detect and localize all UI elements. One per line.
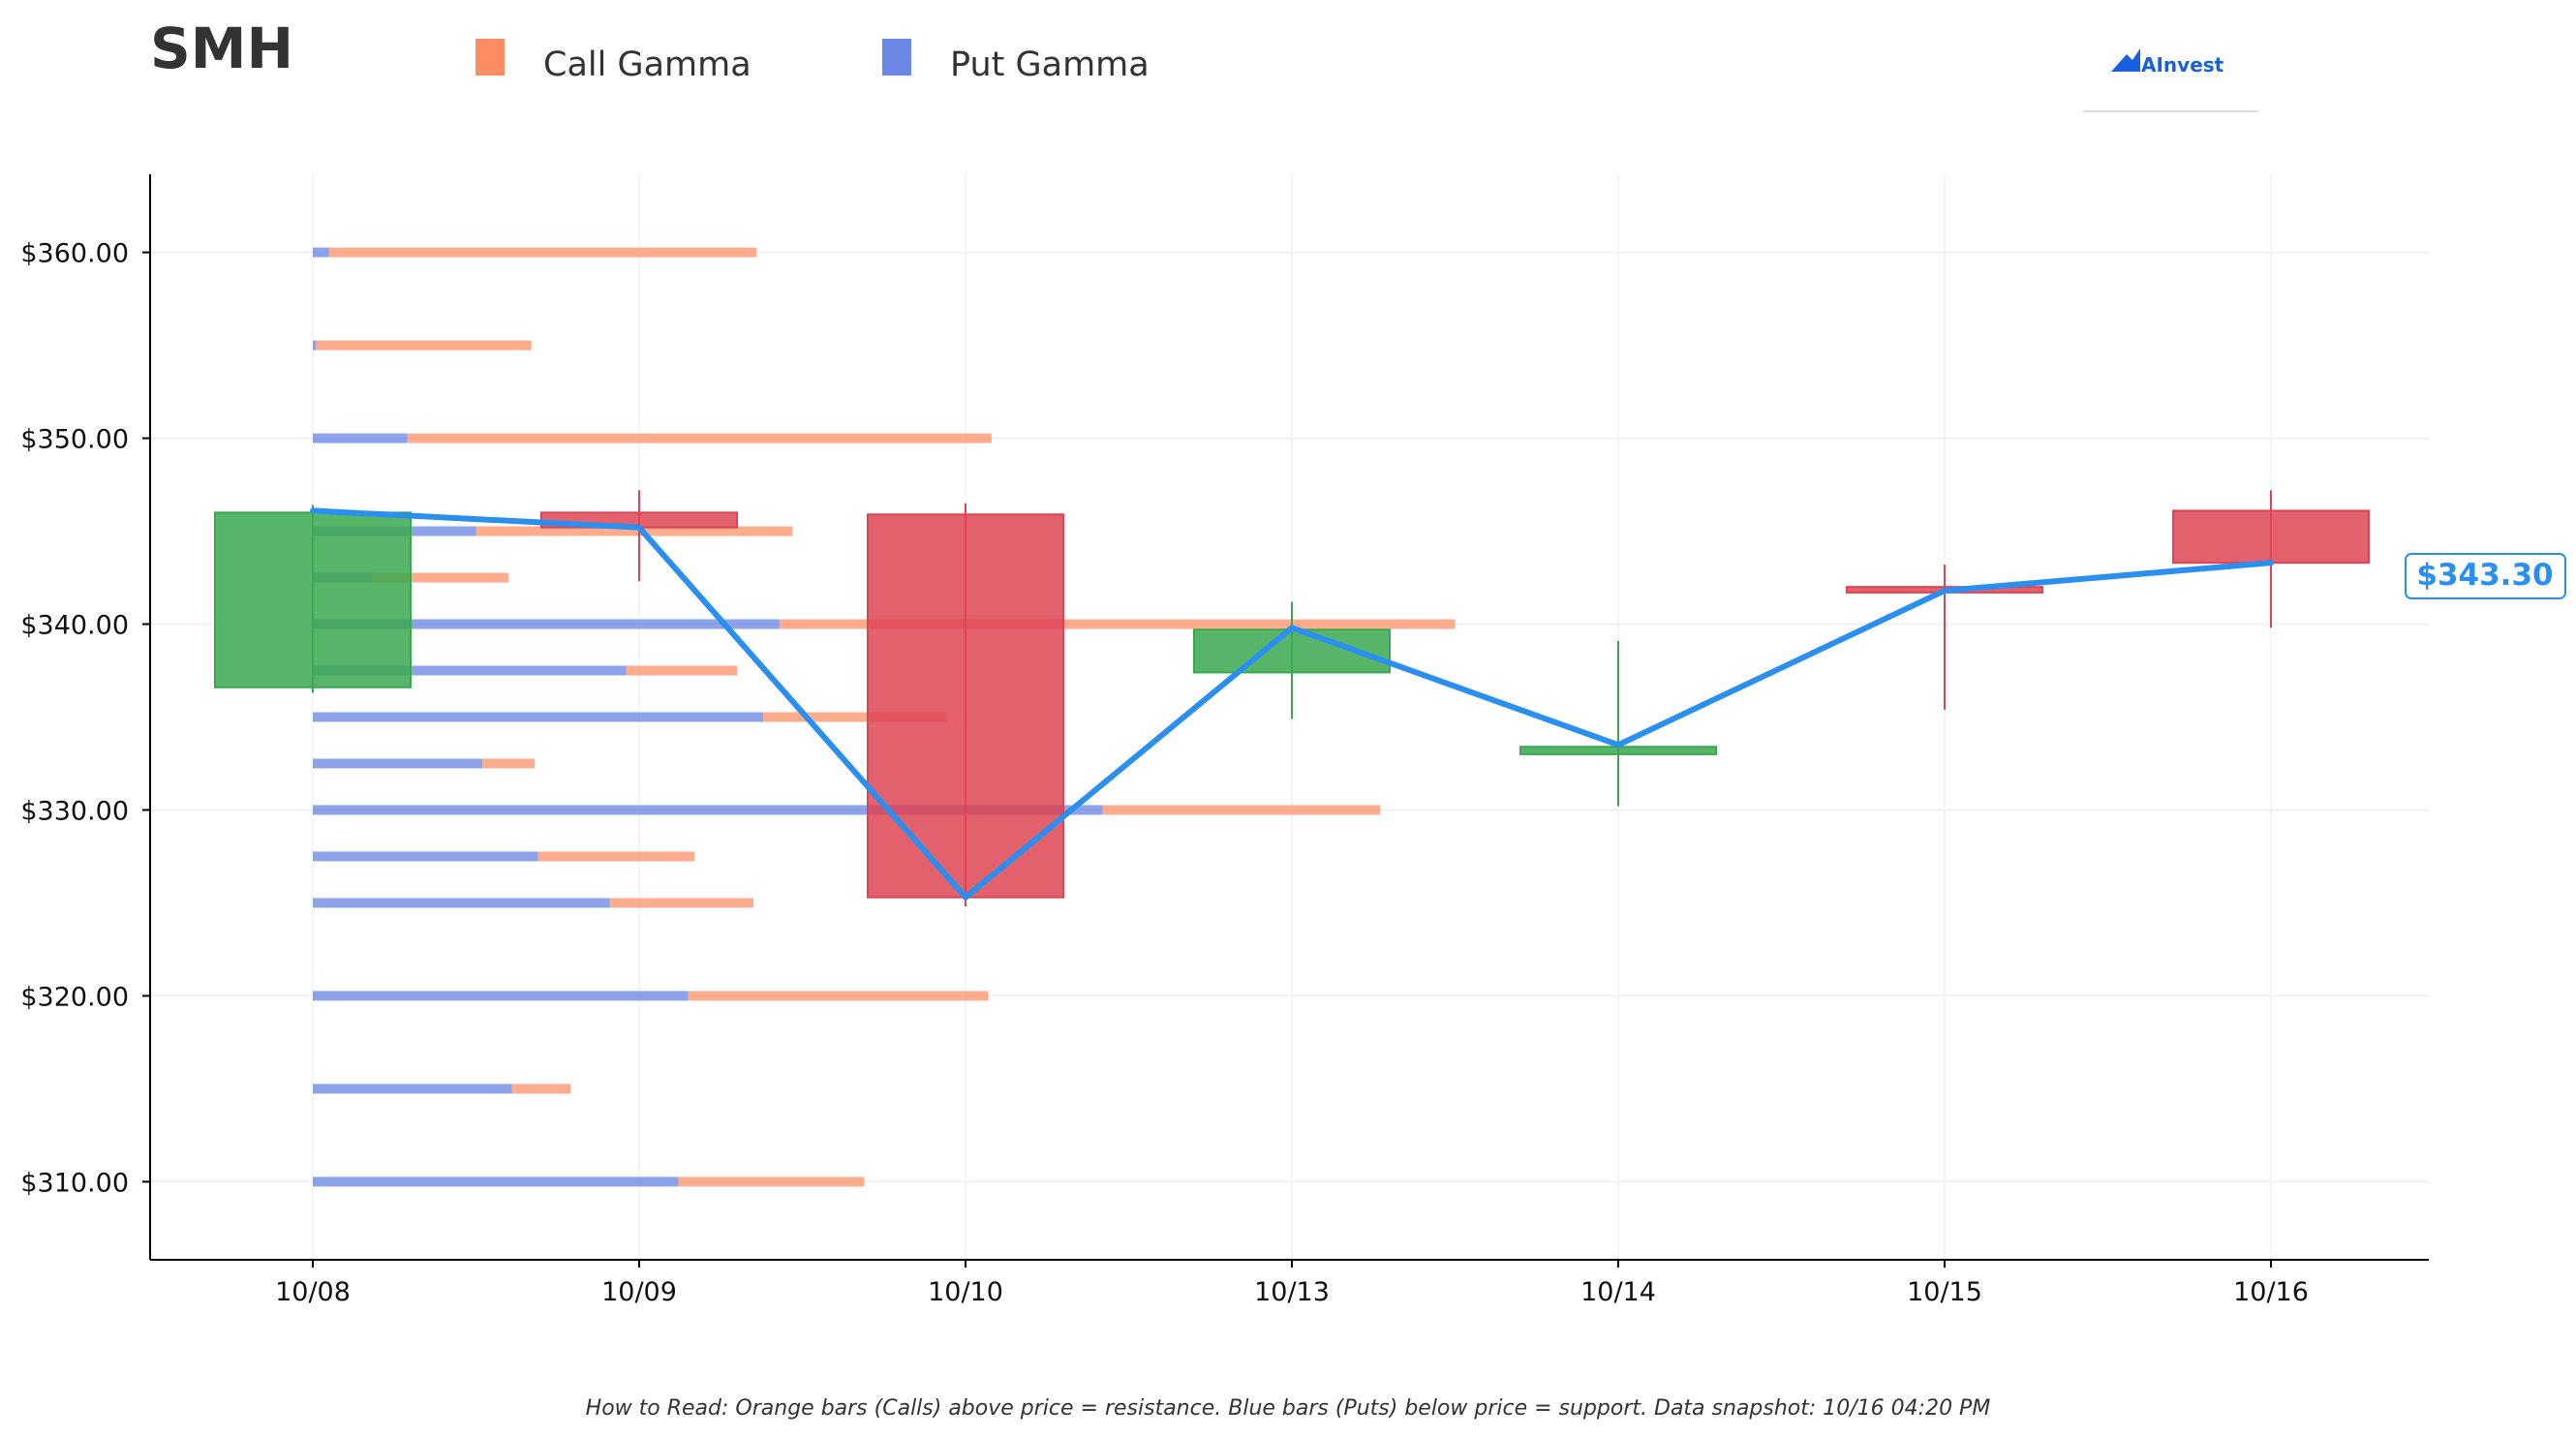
put-gamma-bar-0 xyxy=(313,247,329,258)
put-gamma-bar-7 xyxy=(313,712,764,722)
put-legend-label: Put Gamma xyxy=(950,46,1150,84)
call-gamma-bar-4 xyxy=(371,572,509,583)
y-tick-label-3: $340.00 xyxy=(20,611,129,641)
put-gamma-bar-5 xyxy=(313,619,780,629)
chart-title: SMH xyxy=(150,15,293,81)
call-gamma-bar-12 xyxy=(688,991,989,1001)
x-tick-label-4: 10/14 xyxy=(1580,1277,1656,1307)
call-gamma-bar-0 xyxy=(328,247,757,258)
brand-label: AInvest xyxy=(2141,53,2224,76)
put-gamma-bar-8 xyxy=(313,758,483,769)
x-tick-label-3: 10/13 xyxy=(1254,1277,1330,1307)
candle-body-6 xyxy=(2172,509,2370,565)
y-tick-label-4: $350.00 xyxy=(20,425,129,455)
current-price-label: $343.30 xyxy=(2416,558,2553,593)
call-legend-label: Call Gamma xyxy=(543,46,751,84)
call-legend-swatch xyxy=(475,39,505,76)
x-tick-label-6: 10/16 xyxy=(2233,1277,2309,1307)
x-tick-label-2: 10/10 xyxy=(928,1277,1003,1307)
put-gamma-bar-13 xyxy=(313,1084,512,1094)
put-legend-swatch xyxy=(882,39,911,76)
brand-logo-icon xyxy=(2111,48,2140,72)
tick-labels: $310.00 $320.00 $330.00 $340.00 $350.00 $360.… xyxy=(20,239,2309,1307)
footer-note: How to Read: Orange bars (Calls) above p… xyxy=(586,1396,1991,1421)
put-gamma-bar-1 xyxy=(313,340,317,351)
call-gamma-bar-7 xyxy=(763,712,946,722)
gamma-bars xyxy=(313,247,1456,1187)
x-tick-label-1: 10/09 xyxy=(601,1277,677,1307)
candle-body-4 xyxy=(1519,746,1717,755)
price-line-layer xyxy=(310,507,2274,901)
brand-logo: AInvest xyxy=(2083,48,2258,112)
call-gamma-bar-14 xyxy=(678,1177,865,1187)
price-line xyxy=(310,507,2274,901)
call-gamma-bar-11 xyxy=(609,898,753,908)
y-tick-label-2: $330.00 xyxy=(20,796,129,826)
candle-body-0 xyxy=(214,511,412,688)
call-gamma-bar-8 xyxy=(482,758,536,769)
y-tick-label-1: $320.00 xyxy=(20,982,129,1012)
call-gamma-bar-9 xyxy=(1102,805,1380,815)
put-gamma-bar-14 xyxy=(313,1177,679,1187)
axes xyxy=(149,174,2429,1261)
y-tick-label-0: $310.00 xyxy=(20,1168,129,1198)
call-gamma-bar-1 xyxy=(316,340,532,351)
x-tick-label-0: 10/08 xyxy=(275,1277,351,1307)
call-gamma-bar-10 xyxy=(537,851,695,862)
put-gamma-bar-12 xyxy=(313,991,689,1001)
call-gamma-bar-2 xyxy=(407,433,992,443)
candle-body-2 xyxy=(867,513,1064,899)
current-price-tag-box xyxy=(2405,553,2566,599)
call-gamma-bar-5 xyxy=(779,619,1456,629)
call-gamma-bar-6 xyxy=(626,665,738,676)
put-gamma-bar-9 xyxy=(313,805,1103,815)
x-tick-label-5: 10/15 xyxy=(1907,1277,1982,1307)
put-gamma-bar-11 xyxy=(313,898,610,908)
put-gamma-bar-2 xyxy=(313,433,408,443)
call-gamma-bar-13 xyxy=(511,1084,571,1094)
y-tick-label-5: $360.00 xyxy=(20,239,129,269)
put-gamma-bar-10 xyxy=(313,851,538,862)
put-gamma-bar-6 xyxy=(313,665,627,676)
call-gamma-bar-3 xyxy=(475,526,793,536)
current-price-tag: $343.30 xyxy=(2405,553,2566,599)
